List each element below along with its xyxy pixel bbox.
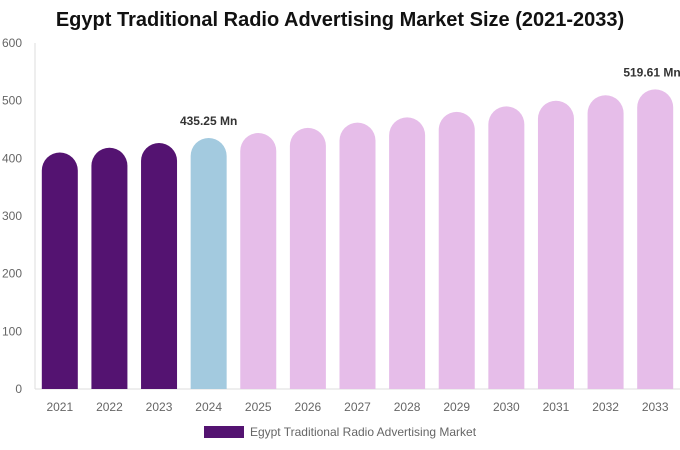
- x-tick-label: 2027: [344, 400, 371, 414]
- x-tick-label: 2021: [46, 400, 73, 414]
- x-tick-label: 2023: [146, 400, 173, 414]
- data-label-2033: 519.61 Mn: [623, 65, 680, 79]
- y-tick-label: 100: [2, 324, 22, 338]
- bar-2033: [637, 89, 674, 389]
- x-tick-label: 2033: [642, 400, 669, 414]
- bar-2028: [389, 117, 426, 389]
- legend: Egypt Traditional Radio Advertising Mark…: [0, 425, 680, 439]
- chart-title: Egypt Traditional Radio Advertising Mark…: [55, 9, 625, 31]
- bar-2021: [41, 152, 78, 389]
- x-tick-label: 2031: [543, 400, 570, 414]
- x-tick-label: 2025: [245, 400, 272, 414]
- bar-2023: [141, 142, 178, 389]
- legend-swatch: [203, 426, 244, 438]
- bar-2022: [91, 147, 128, 389]
- bar-2025: [240, 133, 277, 389]
- x-tick-label: 2032: [592, 400, 619, 414]
- x-tick-label: 2024: [195, 400, 222, 414]
- bar-2030: [488, 106, 525, 390]
- y-tick-label: 500: [2, 94, 22, 108]
- bar-2027: [339, 122, 376, 389]
- x-tick-label: 2029: [443, 400, 470, 414]
- bar-2026: [289, 127, 326, 389]
- bar-2029: [438, 111, 475, 389]
- y-tick-label: 300: [2, 209, 22, 223]
- y-tick-label: 600: [2, 36, 22, 50]
- y-tick-label: 400: [2, 151, 22, 165]
- bar-2032: [587, 95, 624, 389]
- x-tick-label: 2030: [493, 400, 520, 414]
- legend-label: Egypt Traditional Radio Advertising Mark…: [249, 425, 477, 439]
- y-tick-label: 200: [2, 267, 22, 281]
- y-tick-label: 0: [15, 382, 22, 396]
- x-tick-label: 2028: [394, 400, 421, 414]
- x-tick-label: 2022: [96, 400, 123, 414]
- x-tick-label: 2026: [295, 400, 322, 414]
- bar-2024: [190, 138, 227, 389]
- data-label-2024: 435.25 Mn: [180, 114, 237, 128]
- bar-2031: [537, 100, 574, 389]
